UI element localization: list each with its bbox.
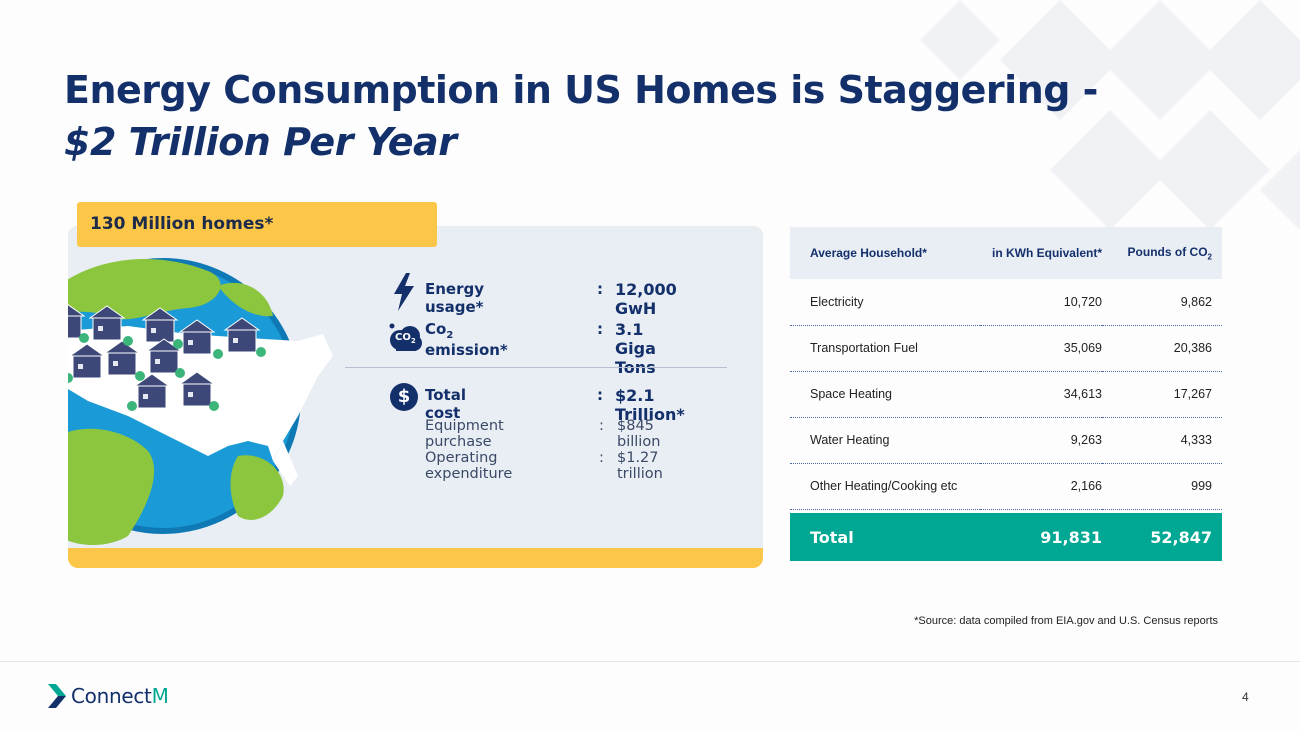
header-kwh-equivalent: in KWh Equivalent* xyxy=(980,227,1102,279)
total-name: Total xyxy=(790,513,980,561)
row-name: Water Heating xyxy=(790,417,980,464)
total-co2: 52,847 xyxy=(1102,513,1222,561)
row-co2: 17,267 xyxy=(1102,371,1222,418)
title-line-2: $2 Trillion Per Year xyxy=(64,120,457,164)
total-cost-colon: : xyxy=(597,386,603,404)
page-number: 4 xyxy=(1242,690,1249,704)
table-row: Other Heating/Cooking etc 2,166 999 xyxy=(790,463,1222,510)
household-energy-table: Average Household* in KWh Equivalent* Po… xyxy=(790,227,1222,561)
dollar-icon: $ xyxy=(390,383,418,411)
header-pounds-co2: Pounds of CO2 xyxy=(1102,227,1222,279)
operating-expenditure-colon: : xyxy=(599,450,604,466)
table-row: Electricity 10,720 9,862 xyxy=(790,279,1222,326)
row-kwh: 2,166 xyxy=(980,463,1102,510)
lightning-bolt-icon xyxy=(394,273,414,311)
operating-expenditure-value: $1.27 trillion xyxy=(617,450,663,482)
homes-count-tag: 130 Million homes* xyxy=(77,202,437,247)
energy-usage-colon: : xyxy=(597,280,603,298)
total-cost-label: Total cost xyxy=(425,386,466,422)
total-kwh: 91,831 xyxy=(980,513,1102,561)
row-name: Electricity xyxy=(790,279,980,326)
row-kwh: 10,720 xyxy=(980,279,1102,326)
chevron-logo-icon xyxy=(48,684,66,708)
equipment-purchase-label: Equipment purchase xyxy=(425,418,504,450)
stats-card-panel xyxy=(68,226,763,548)
energy-usage-value: 12,000 GwH xyxy=(615,280,677,318)
co2-emission-colon: : xyxy=(597,320,603,338)
row-kwh: 35,069 xyxy=(980,325,1102,372)
equipment-purchase-value: $845 billion xyxy=(617,418,661,450)
table-row: Transportation Fuel 35,069 20,386 xyxy=(790,325,1222,372)
row-kwh: 9,263 xyxy=(980,417,1102,464)
source-note: *Source: data compiled from EIA.gov and … xyxy=(914,615,1218,627)
row-name: Other Heating/Cooking etc xyxy=(790,463,980,510)
total-cost-value: $2.1 Trillion* xyxy=(615,386,685,424)
co2-emission-value: 3.1 Giga Tons xyxy=(615,320,656,377)
co2-cloud-icon: CO2 xyxy=(388,323,422,353)
footer-divider xyxy=(0,661,1300,662)
operating-expenditure-label: Operating expenditure xyxy=(425,450,513,482)
co2-emission-label: Co2 emission* xyxy=(425,320,508,359)
co2-icon-text: CO2 xyxy=(395,332,416,345)
background-diamond-pattern xyxy=(920,0,1300,230)
row-co2: 4,333 xyxy=(1102,417,1222,464)
globe-with-homes-illustration xyxy=(68,258,333,545)
energy-usage-label: Energy usage* xyxy=(425,280,485,316)
stats-card xyxy=(68,226,763,568)
row-co2: 9,862 xyxy=(1102,279,1222,326)
equipment-purchase-colon: : xyxy=(599,418,604,434)
row-name: Space Heating xyxy=(790,371,980,418)
table-row: Water Heating 9,263 4,333 xyxy=(790,417,1222,464)
table-header-row: Average Household* in KWh Equivalent* Po… xyxy=(790,227,1222,279)
table-total-row: Total 91,831 52,847 xyxy=(790,513,1222,561)
row-name: Transportation Fuel xyxy=(790,325,980,372)
row-co2: 20,386 xyxy=(1102,325,1222,372)
logo-text: ConnectM xyxy=(71,684,169,708)
header-average-household: Average Household* xyxy=(790,227,980,279)
title-line-1: Energy Consumption in US Homes is Stagge… xyxy=(64,68,1098,112)
connectm-logo: ConnectM xyxy=(48,683,169,709)
stats-divider xyxy=(345,367,727,368)
row-kwh: 34,613 xyxy=(980,371,1102,418)
page-title: Energy Consumption in US Homes is Stagge… xyxy=(64,64,1098,168)
row-co2: 999 xyxy=(1102,463,1222,510)
table-row: Space Heating 34,613 17,267 xyxy=(790,371,1222,418)
